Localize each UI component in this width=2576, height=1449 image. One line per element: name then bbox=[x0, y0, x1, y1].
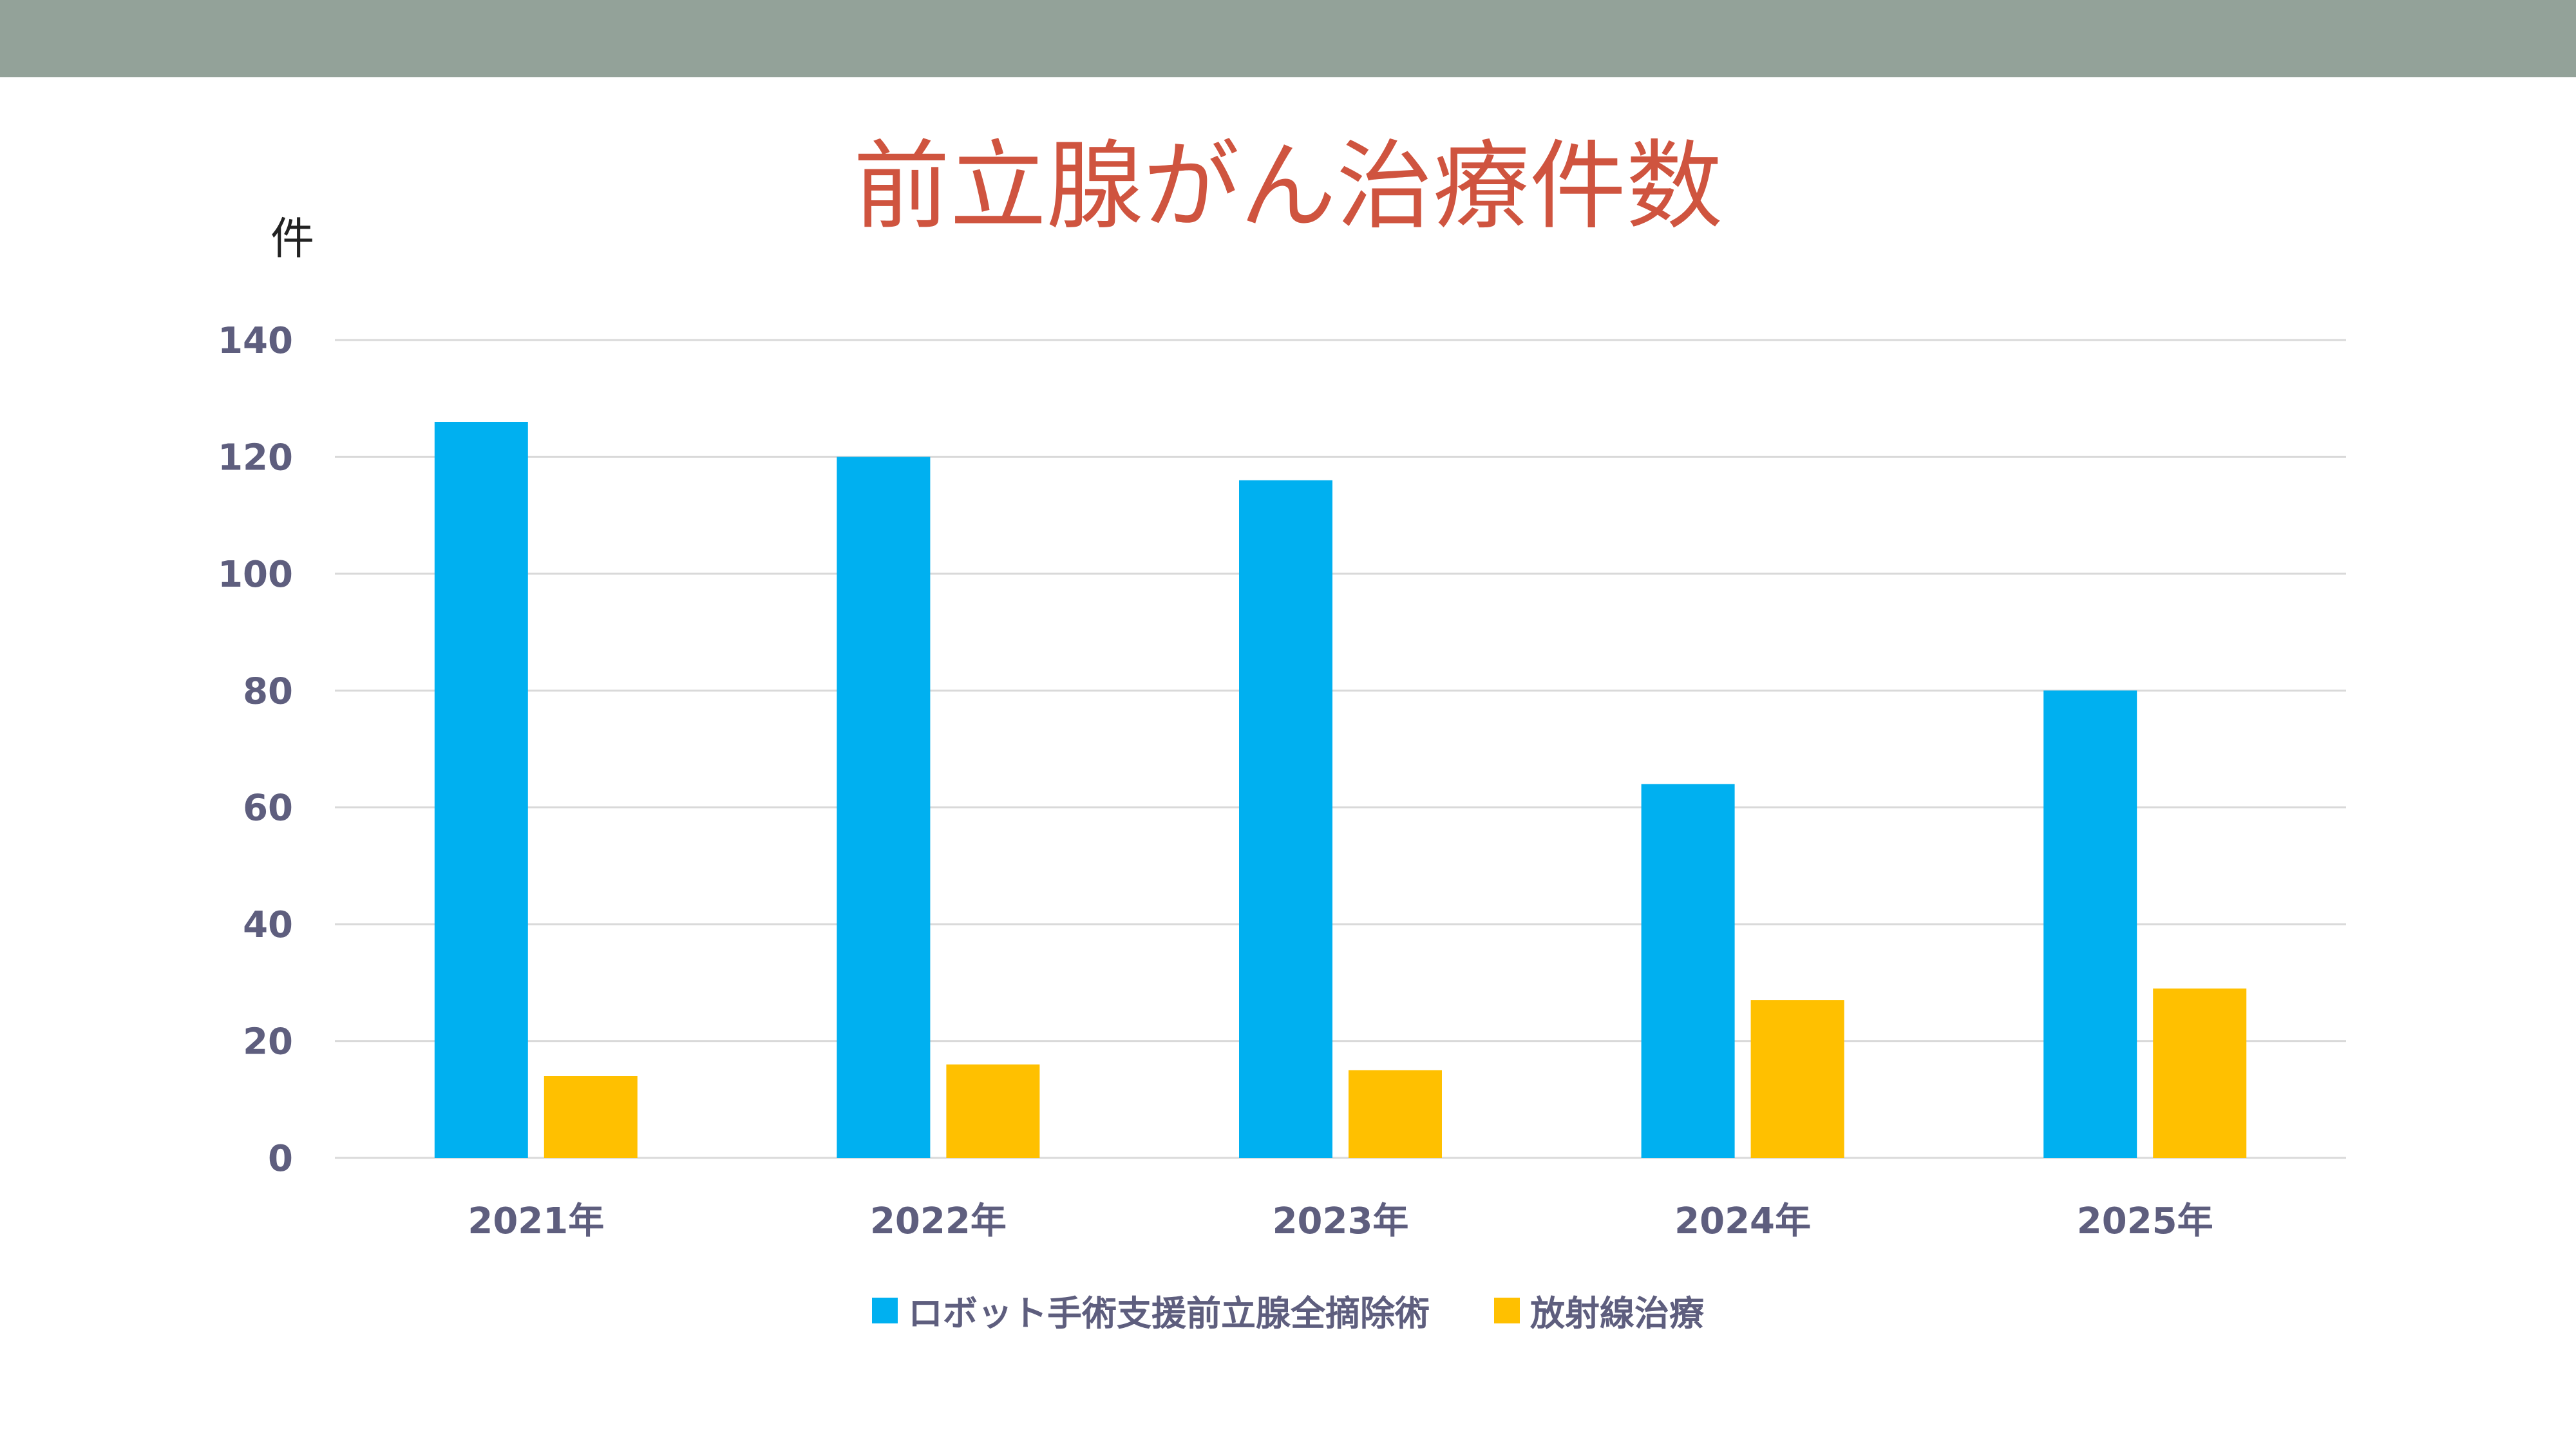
y-tick-label: 20 bbox=[243, 1021, 293, 1063]
bar-series-1 bbox=[434, 422, 528, 1158]
bar-series-2 bbox=[2153, 988, 2247, 1158]
legend-label-series-1: ロボット手術支援前立腺全摘除術 bbox=[908, 1293, 1430, 1334]
x-tick-label: 2022年 bbox=[870, 1200, 1007, 1242]
y-tick-label: 60 bbox=[243, 788, 293, 829]
legend: ロボット手術支援前立腺全摘除術 放射線治療 bbox=[0, 1285, 2576, 1336]
chart-title: 前立腺がん治療件数 bbox=[853, 131, 1723, 243]
legend-swatch-series-2 bbox=[1494, 1297, 1520, 1323]
y-tick-label: 100 bbox=[218, 554, 293, 596]
x-tick-label: 2021年 bbox=[468, 1200, 604, 1242]
y-tick-label: 120 bbox=[218, 437, 293, 478]
x-tick-label: 2024年 bbox=[1674, 1200, 1811, 1242]
legend-label-series-2: 放射線治療 bbox=[1530, 1293, 1704, 1334]
bar-series-2 bbox=[544, 1076, 638, 1158]
legend-item-series-1: ロボット手術支援前立腺全摘除術 bbox=[872, 1285, 1430, 1336]
bar-series-2 bbox=[1750, 1000, 1844, 1158]
bar-series-1 bbox=[2043, 690, 2137, 1158]
x-tick-label: 2023年 bbox=[1273, 1200, 1409, 1242]
y-axis-unit-label: 件 bbox=[270, 214, 315, 265]
legend-swatch-series-1 bbox=[872, 1297, 898, 1323]
bar-series-2 bbox=[1349, 1070, 1442, 1158]
y-tick-label: 0 bbox=[268, 1138, 293, 1180]
bar-series-1 bbox=[1641, 784, 1735, 1158]
y-tick-label: 40 bbox=[243, 904, 293, 946]
legend-item-series-2: 放射線治療 bbox=[1494, 1285, 1704, 1336]
bar-series-2 bbox=[946, 1064, 1040, 1158]
y-tick-label: 80 bbox=[243, 670, 293, 712]
x-tick-label: 2025年 bbox=[2077, 1200, 2213, 1242]
bar-series-1 bbox=[1239, 480, 1332, 1158]
top-accent-bar bbox=[0, 0, 2576, 77]
y-tick-label: 140 bbox=[218, 320, 293, 362]
bar-series-1 bbox=[837, 457, 931, 1158]
